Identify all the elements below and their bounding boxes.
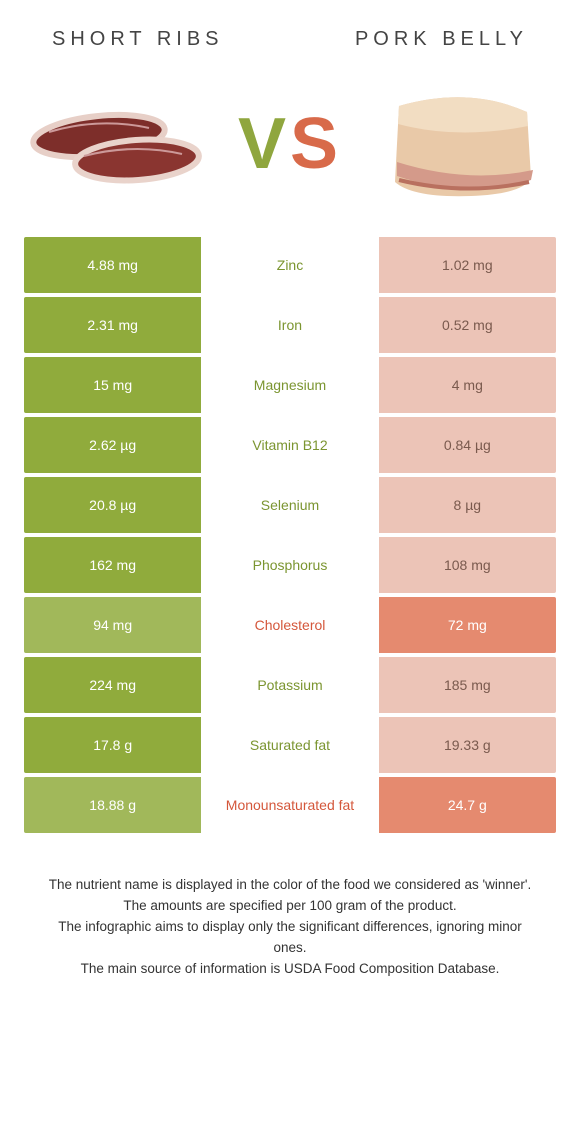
- nutrient-table: 4.88 mgZinc1.02 mg2.31 mgIron0.52 mg15 m…: [0, 237, 580, 833]
- nutrient-label: Monounsaturated fat: [201, 777, 378, 833]
- right-value: 72 mg: [379, 597, 556, 653]
- right-value: 4 mg: [379, 357, 556, 413]
- left-value: 4.88 mg: [24, 237, 201, 293]
- right-value: 19.33 g: [379, 717, 556, 773]
- table-row: 224 mgPotassium185 mg: [24, 657, 556, 713]
- right-value: 185 mg: [379, 657, 556, 713]
- table-row: 94 mgCholesterol72 mg: [24, 597, 556, 653]
- nutrient-label: Zinc: [201, 237, 378, 293]
- right-value: 0.52 mg: [379, 297, 556, 353]
- left-value: 15 mg: [24, 357, 201, 413]
- pork-belly-image: [366, 79, 556, 209]
- right-value: 1.02 mg: [379, 237, 556, 293]
- right-value: 24.7 g: [379, 777, 556, 833]
- left-value: 2.31 mg: [24, 297, 201, 353]
- right-value: 8 µg: [379, 477, 556, 533]
- hero-row: VS: [0, 69, 580, 237]
- left-value: 2.62 µg: [24, 417, 201, 473]
- table-row: 2.31 mgIron0.52 mg: [24, 297, 556, 353]
- left-value: 20.8 µg: [24, 477, 201, 533]
- nutrient-label: Phosphorus: [201, 537, 378, 593]
- left-value: 224 mg: [24, 657, 201, 713]
- left-value: 17.8 g: [24, 717, 201, 773]
- vs-s: S: [290, 104, 342, 184]
- left-value: 162 mg: [24, 537, 201, 593]
- nutrient-label: Vitamin B12: [201, 417, 378, 473]
- vs-label: VS: [238, 103, 342, 185]
- table-row: 17.8 gSaturated fat19.33 g: [24, 717, 556, 773]
- nutrient-label: Saturated fat: [201, 717, 378, 773]
- footer-line: The main source of information is USDA F…: [40, 959, 540, 980]
- table-row: 162 mgPhosphorus108 mg: [24, 537, 556, 593]
- right-value: 108 mg: [379, 537, 556, 593]
- title-left: Short ribs: [52, 28, 224, 51]
- header: Short ribs Pork belly: [0, 0, 580, 69]
- nutrient-label: Potassium: [201, 657, 378, 713]
- right-value: 0.84 µg: [379, 417, 556, 473]
- vs-v: V: [238, 104, 290, 184]
- nutrient-label: Selenium: [201, 477, 378, 533]
- footer-notes: The nutrient name is displayed in the co…: [0, 837, 580, 980]
- nutrient-label: Magnesium: [201, 357, 378, 413]
- table-row: 20.8 µgSelenium8 µg: [24, 477, 556, 533]
- short-ribs-image: [24, 79, 214, 209]
- left-value: 18.88 g: [24, 777, 201, 833]
- nutrient-label: Cholesterol: [201, 597, 378, 653]
- footer-line: The nutrient name is displayed in the co…: [40, 875, 540, 896]
- table-row: 15 mgMagnesium4 mg: [24, 357, 556, 413]
- title-right: Pork belly: [355, 28, 528, 51]
- table-row: 18.88 gMonounsaturated fat24.7 g: [24, 777, 556, 833]
- table-row: 2.62 µgVitamin B120.84 µg: [24, 417, 556, 473]
- footer-line: The infographic aims to display only the…: [40, 917, 540, 959]
- footer-line: The amounts are specified per 100 gram o…: [40, 896, 540, 917]
- left-value: 94 mg: [24, 597, 201, 653]
- nutrient-label: Iron: [201, 297, 378, 353]
- table-row: 4.88 mgZinc1.02 mg: [24, 237, 556, 293]
